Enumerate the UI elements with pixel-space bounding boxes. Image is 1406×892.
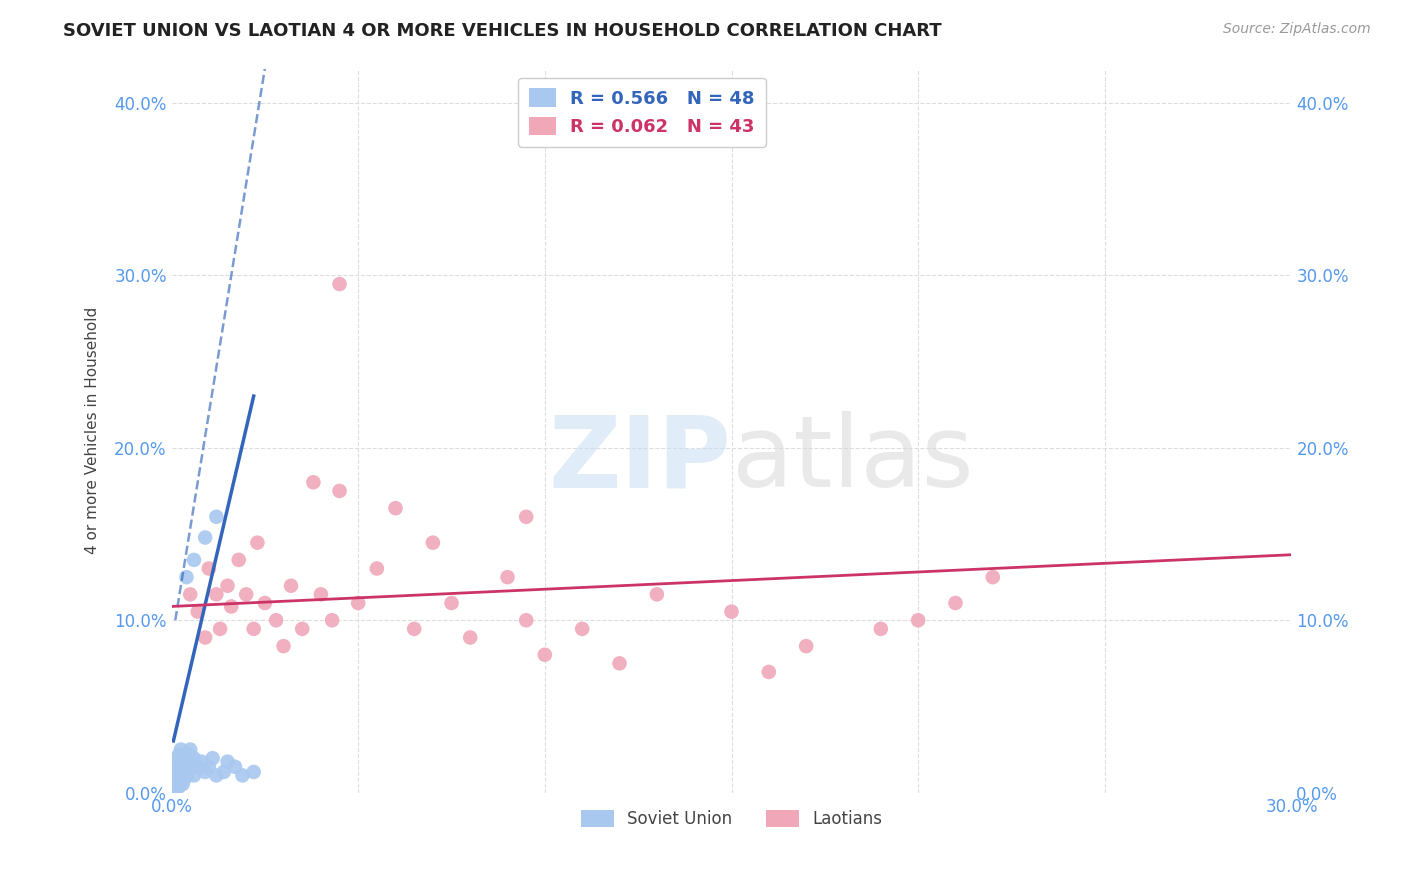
Point	[167, 768, 190, 782]
Point	[177, 747, 200, 762]
Point	[217, 755, 239, 769]
Point	[194, 531, 217, 545]
Point	[609, 657, 631, 671]
Point	[165, 768, 187, 782]
Point	[366, 561, 388, 575]
Point	[166, 772, 188, 786]
Point	[163, 772, 186, 786]
Point	[347, 596, 370, 610]
Point	[172, 777, 194, 791]
Point	[328, 483, 350, 498]
Point	[198, 561, 221, 575]
Point	[224, 760, 246, 774]
Point	[235, 587, 257, 601]
Point	[404, 622, 426, 636]
Point	[201, 751, 224, 765]
Point	[167, 747, 190, 762]
Point	[907, 613, 929, 627]
Point	[179, 760, 201, 774]
Point	[166, 751, 188, 765]
Point	[183, 768, 205, 782]
Point	[198, 760, 221, 774]
Point	[869, 622, 891, 636]
Point	[187, 760, 209, 774]
Point	[176, 768, 198, 782]
Point	[173, 772, 195, 786]
Point	[167, 780, 190, 795]
Point	[515, 613, 537, 627]
Point	[176, 570, 198, 584]
Point	[194, 764, 217, 779]
Point	[205, 509, 228, 524]
Point	[179, 587, 201, 601]
Point	[183, 751, 205, 765]
Y-axis label: 4 or more Vehicles in Household: 4 or more Vehicles in Household	[86, 307, 100, 554]
Point	[534, 648, 557, 662]
Point	[273, 639, 295, 653]
Point	[205, 587, 228, 601]
Point	[194, 631, 217, 645]
Point	[231, 768, 253, 782]
Point	[328, 277, 350, 291]
Point	[321, 613, 343, 627]
Point	[187, 605, 209, 619]
Point	[246, 535, 269, 549]
Legend: Soviet Union, Laotians: Soviet Union, Laotians	[574, 804, 889, 835]
Point	[166, 777, 188, 791]
Point	[253, 596, 276, 610]
Text: Source: ZipAtlas.com: Source: ZipAtlas.com	[1223, 22, 1371, 37]
Point	[242, 764, 264, 779]
Point	[720, 605, 742, 619]
Point	[280, 579, 302, 593]
Point	[981, 570, 1004, 584]
Point	[190, 755, 212, 769]
Point	[170, 772, 193, 786]
Point	[302, 475, 325, 490]
Point	[170, 742, 193, 756]
Point	[172, 764, 194, 779]
Text: ZIP: ZIP	[548, 411, 731, 508]
Point	[496, 570, 519, 584]
Text: atlas: atlas	[731, 411, 973, 508]
Point	[165, 780, 187, 795]
Point	[167, 760, 190, 774]
Point	[422, 535, 444, 549]
Point	[217, 579, 239, 593]
Point	[758, 665, 780, 679]
Point	[228, 553, 250, 567]
Point	[291, 622, 314, 636]
Point	[205, 768, 228, 782]
Point	[384, 501, 406, 516]
Point	[440, 596, 463, 610]
Point	[167, 764, 190, 779]
Point	[183, 553, 205, 567]
Point	[209, 622, 232, 636]
Point	[179, 742, 201, 756]
Text: SOVIET UNION VS LAOTIAN 4 OR MORE VEHICLES IN HOUSEHOLD CORRELATION CHART: SOVIET UNION VS LAOTIAN 4 OR MORE VEHICL…	[63, 22, 942, 40]
Point	[515, 509, 537, 524]
Point	[309, 587, 332, 601]
Point	[165, 780, 187, 795]
Point	[458, 631, 481, 645]
Point	[264, 613, 287, 627]
Point	[645, 587, 668, 601]
Point	[219, 599, 242, 614]
Point	[212, 764, 235, 779]
Point	[945, 596, 967, 610]
Point	[242, 622, 264, 636]
Point	[169, 755, 191, 769]
Point	[169, 777, 191, 791]
Point	[172, 751, 194, 765]
Point	[165, 755, 187, 769]
Point	[173, 760, 195, 774]
Point	[794, 639, 817, 653]
Point	[571, 622, 593, 636]
Point	[162, 777, 184, 791]
Point	[162, 764, 184, 779]
Point	[165, 777, 187, 791]
Point	[165, 760, 187, 774]
Point	[176, 755, 198, 769]
